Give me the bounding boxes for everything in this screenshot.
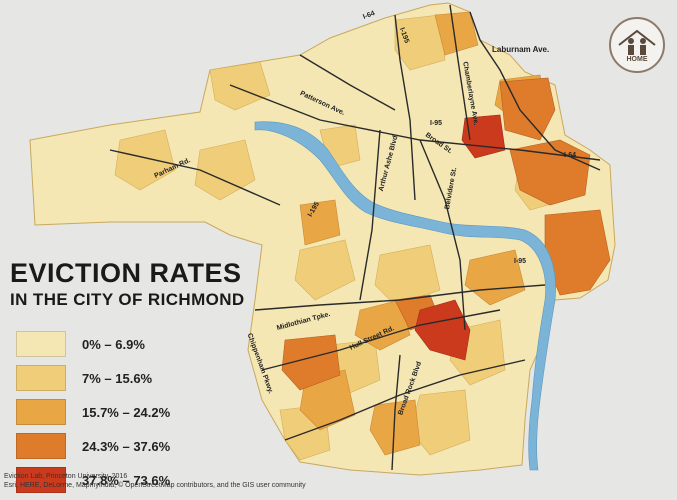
map-title: EVICTION RATES [10, 258, 242, 288]
legend-label: 7% – 15.6% [82, 370, 153, 386]
legend-item: 7% – 15.6% [16, 364, 246, 392]
legend-swatch [16, 399, 66, 425]
road-label-laburnum: Laburnam Ave. [492, 45, 550, 54]
legend-item: 0% – 6.9% [16, 330, 246, 358]
home-logo: HOME [609, 17, 665, 73]
tract-layer-37-73 [414, 114, 506, 361]
legend-item: 37.8% – 73.6% [16, 466, 246, 494]
legend-item: 24.3% – 37.6% [16, 432, 246, 460]
legend-label: 24.3% – 37.6% [82, 438, 171, 454]
logo-text: HOME [626, 56, 648, 63]
legend-swatch [16, 467, 66, 493]
james-river [254, 121, 556, 471]
credit-basemap: Esri, HERE, DeLorme, MapmyIndia, © OpenS… [4, 482, 306, 489]
legend-label: 15.7% – 24.2% [82, 404, 171, 420]
road-label-i95-south: I-95 [514, 258, 527, 265]
legend-swatch [16, 331, 66, 357]
map-subtitle: IN THE CITY OF RICHMOND [10, 290, 245, 309]
legend-swatch [16, 365, 66, 391]
credit-source: Eviction Lab, Princeton University, 2016 [4, 473, 128, 480]
road-label-i64-east: I-64 [564, 152, 577, 159]
roads [109, 4, 601, 471]
legend-label: 37.8% – 73.6% [82, 472, 171, 488]
legend-label: 0% – 6.9% [82, 336, 145, 352]
legend-swatch [16, 433, 66, 459]
family-icon [618, 29, 656, 55]
legend: 0% – 6.9% 7% – 15.6% 15.7% – 24.2% 24.3%… [16, 330, 246, 500]
legend-item: 15.7% – 24.2% [16, 398, 246, 426]
credits: Eviction Lab, Princeton University, 2016… [4, 472, 306, 490]
tract-layer-15-24 [299, 11, 549, 456]
road-label-i95: I-95 [430, 120, 443, 127]
